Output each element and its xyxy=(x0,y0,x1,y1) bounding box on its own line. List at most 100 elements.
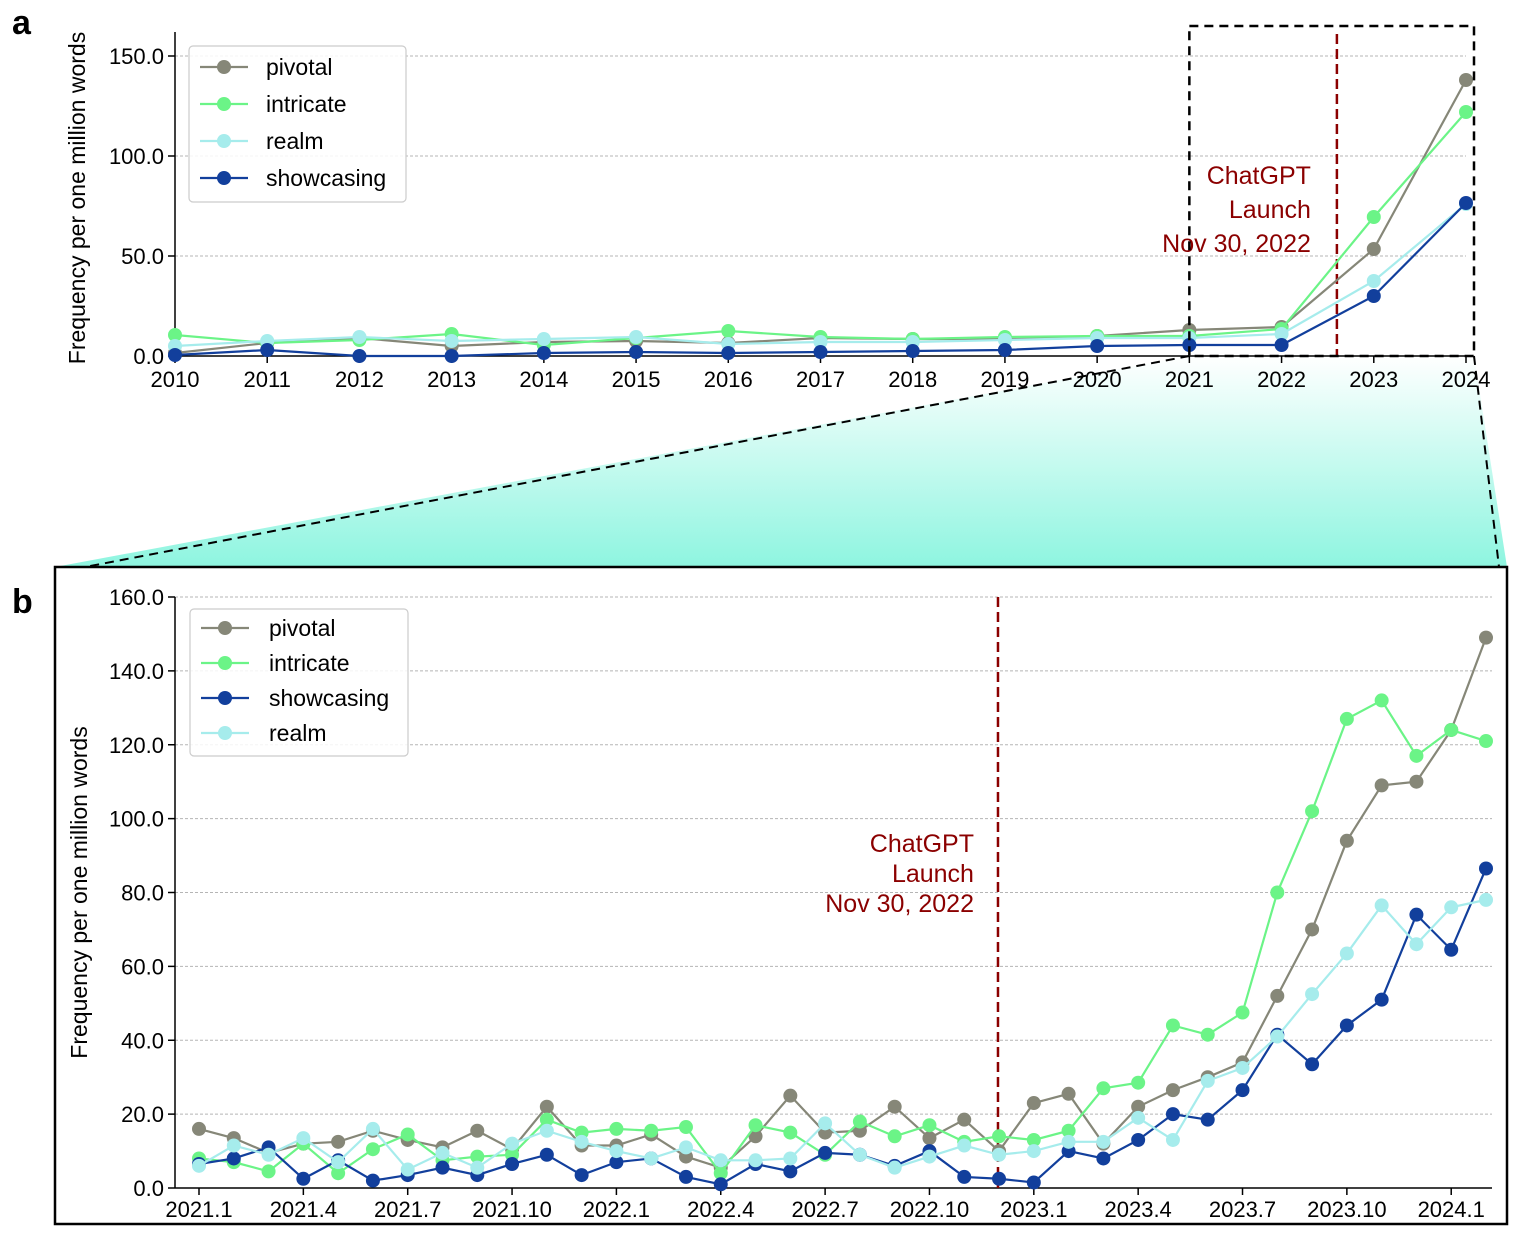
panel-b-point-showcasing xyxy=(1096,1151,1111,1166)
panel-b-point-realm xyxy=(957,1138,972,1153)
panel-b-point-showcasing xyxy=(992,1171,1007,1186)
panel-b-series xyxy=(192,630,1493,1192)
panel-b-point-realm xyxy=(1374,898,1389,913)
panel-a-zoom-box xyxy=(1188,24,1476,358)
panel-a-point-showcasing xyxy=(813,345,828,359)
panel-b-point-intricate xyxy=(783,1125,798,1140)
panel-b-y-tick-label: 120.0 xyxy=(109,733,164,758)
panel-b-point-intricate xyxy=(1061,1123,1076,1138)
panel-a-y-tick-label: 50.0 xyxy=(121,244,164,269)
panel-b-point-pivotal xyxy=(748,1129,763,1144)
panel-b-x-ticks: 2021.1 2021.4 2021.7 2021.10 2022.1 2022.4 202… xyxy=(165,1188,1485,1222)
panel-a-point-showcasing xyxy=(168,348,182,362)
panel-a-legend-marker xyxy=(217,60,231,74)
panel-b-point-realm xyxy=(748,1153,763,1168)
panel-a-annotation-line: Nov 30, 2022 xyxy=(1162,230,1311,258)
panel-b-x-tick-label: 2021.1 xyxy=(165,1197,232,1222)
panel-b-point-showcasing xyxy=(1409,907,1424,922)
panel-b-point-showcasing xyxy=(574,1168,589,1183)
zoom-gradient-area xyxy=(55,356,1507,567)
panel-a-point-showcasing xyxy=(905,344,920,358)
panel-b-point-intricate xyxy=(1026,1132,1041,1147)
panel-a-x-tick-label: 2018 xyxy=(888,367,937,392)
panel-a-point-showcasing xyxy=(352,349,367,363)
panel-a-x-tick-label: 2016 xyxy=(704,367,753,392)
panel-b-point-intricate xyxy=(400,1127,415,1142)
panel-b-legend-marker xyxy=(218,726,232,740)
panel-a-x-tick-label: 2019 xyxy=(980,367,1029,392)
panel-a-point-realm xyxy=(352,330,367,344)
panel-a-series-line-realm xyxy=(174,203,1467,348)
panel-a-point-realm xyxy=(629,330,644,344)
panel-b-y-tick-label: 160.0 xyxy=(109,585,164,610)
panel-b-point-showcasing xyxy=(1200,1112,1215,1127)
panel-a-point-showcasing xyxy=(444,349,459,363)
panel-b-y-tick-label: 140.0 xyxy=(109,659,164,684)
panel-b-point-intricate xyxy=(470,1149,485,1164)
panel-b-point-pivotal xyxy=(470,1123,485,1138)
panel-b-point-showcasing xyxy=(1479,861,1493,876)
panel-b-y-tick-label: 20.0 xyxy=(121,1102,164,1127)
panel-a-y-axis-label: Frequency per one million words xyxy=(64,32,90,364)
panel-b-point-showcasing xyxy=(678,1169,693,1184)
panel-b-point-realm xyxy=(1409,937,1424,952)
panel-b-legend-label: realm xyxy=(269,720,327,746)
panel-b-point-intricate xyxy=(992,1129,1007,1144)
panel-b-point-realm xyxy=(1061,1134,1076,1149)
panel-b-legend-box xyxy=(189,608,409,757)
panel-b-point-pivotal xyxy=(1270,988,1285,1003)
panel-b-y-axis-label: Frequency per one million words xyxy=(66,726,92,1058)
panel-b-point-realm xyxy=(1026,1144,1041,1159)
panel-b-point-intricate xyxy=(609,1121,624,1136)
panel-b-point-realm xyxy=(678,1140,693,1155)
panel-b-point-intricate xyxy=(1165,1018,1180,1033)
panel-b-point-intricate xyxy=(1200,1027,1215,1042)
panel-b-x-tick-label: 2024.1 xyxy=(1418,1197,1485,1222)
panel-b-point-pivotal xyxy=(1131,1099,1146,1114)
panel-a-y-ticks: 0.0 50.0 100.0 150.0 xyxy=(109,44,175,369)
panel-b-chart: b 0.0 20.0 40.0 60.0 80.0 100.0 120.0 140.0 160.… xyxy=(12,565,1509,1226)
panel-b-point-showcasing xyxy=(539,1147,554,1162)
panel-a-point-intricate xyxy=(168,328,182,342)
panel-b-point-realm xyxy=(261,1147,276,1162)
panel-b-point-realm xyxy=(226,1138,241,1153)
panel-a-legend-box xyxy=(188,45,407,203)
panel-a-x-tick-label: 2012 xyxy=(335,367,384,392)
panel-b-point-realm xyxy=(922,1149,937,1164)
panel-b-point-intricate xyxy=(678,1120,693,1135)
panel-b-point-showcasing xyxy=(1339,1018,1354,1033)
panel-a-point-showcasing xyxy=(721,346,736,360)
panel-b-point-showcasing xyxy=(365,1173,380,1188)
panel-b-point-realm xyxy=(1131,1110,1146,1125)
panel-b-point-intricate xyxy=(1444,722,1459,737)
panel-b-x-tick-label: 2022.1 xyxy=(583,1197,650,1222)
panel-a-point-showcasing xyxy=(536,346,551,360)
panel-a-x-tick-label: 2017 xyxy=(796,367,845,392)
panel-b-x-tick-label: 2023.10 xyxy=(1307,1197,1387,1222)
panel-b-point-realm xyxy=(1270,1029,1285,1044)
panel-a-x-tick-label: 2020 xyxy=(1073,367,1122,392)
panel-b-point-intricate xyxy=(1235,1005,1250,1020)
panel-a-chart: a 0.0 50.0 100.0 150.0 2010 2011 2012 2013 2014… xyxy=(12,4,1490,392)
panel-a-legend-label: realm xyxy=(266,128,324,154)
panel-b-point-intricate xyxy=(922,1118,937,1133)
panel-b-point-realm xyxy=(296,1131,311,1146)
panel-b-point-intricate xyxy=(887,1129,902,1144)
panel-b-point-pivotal xyxy=(1026,1096,1041,1111)
panel-a-point-showcasing xyxy=(1366,289,1381,303)
panel-b-point-pivotal xyxy=(539,1099,554,1114)
panel-b-legend-marker xyxy=(218,621,232,635)
panel-a-x-tick-label: 2024 xyxy=(1442,367,1491,392)
panel-b-point-realm xyxy=(365,1121,380,1136)
panel-b-x-tick-label: 2021.7 xyxy=(374,1197,441,1222)
panel-b-legend-marker xyxy=(218,691,232,705)
panel-b-y-tick-label: 80.0 xyxy=(121,881,164,906)
panel-b-point-intricate xyxy=(1131,1075,1146,1090)
panel-b-point-realm xyxy=(992,1147,1007,1162)
panel-b-point-realm xyxy=(1444,900,1459,915)
zoom-line-right xyxy=(1473,355,1500,568)
panel-b-point-showcasing xyxy=(1235,1083,1250,1098)
panel-b-y-tick-label: 60.0 xyxy=(121,954,164,979)
panel-a-launch-annotation: ChatGPT Launch Nov 30, 2022 xyxy=(1162,162,1311,258)
